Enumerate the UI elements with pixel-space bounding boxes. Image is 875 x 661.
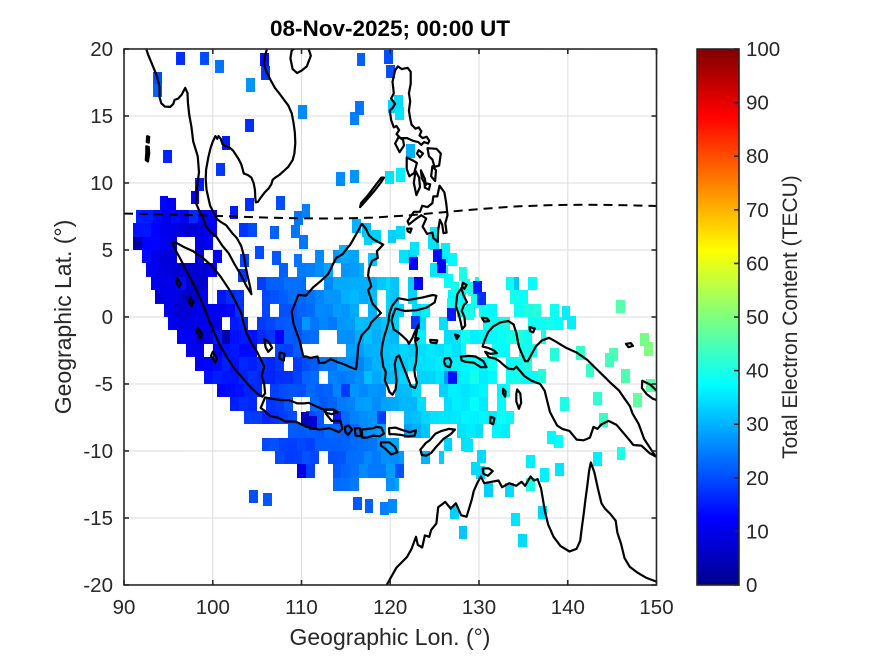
svg-text:70: 70 [746,199,769,222]
svg-text:-10: -10 [83,440,113,463]
svg-text:130: 130 [462,596,496,619]
svg-text:-5: -5 [95,373,113,396]
svg-text:120: 120 [373,596,407,619]
svg-text:10: 10 [746,520,769,543]
svg-text:90: 90 [746,92,769,115]
svg-text:Total Electron Content (TECU): Total Electron Content (TECU) [779,175,802,459]
svg-text:110: 110 [285,596,318,619]
svg-text:90: 90 [113,596,136,619]
svg-text:0: 0 [746,574,757,597]
svg-text:20: 20 [90,38,113,61]
svg-text:100: 100 [746,38,780,61]
svg-text:08-Nov-2025; 00:00 UT: 08-Nov-2025; 00:00 UT [270,16,510,41]
svg-text:10: 10 [90,172,113,195]
svg-text:60: 60 [746,252,769,275]
svg-text:-15: -15 [83,507,113,530]
svg-text:80: 80 [746,145,769,168]
svg-text:150: 150 [639,596,673,619]
svg-text:30: 30 [746,413,769,436]
svg-text:140: 140 [551,596,585,619]
svg-text:50: 50 [746,306,769,329]
svg-text:15: 15 [90,105,113,128]
svg-text:40: 40 [746,360,769,383]
svg-text:0: 0 [102,306,113,329]
svg-text:-20: -20 [83,574,113,597]
svg-text:Geographic Lon. (°): Geographic Lon. (°) [289,624,490,650]
svg-text:100: 100 [196,596,230,619]
svg-text:Geographic Lat. (°): Geographic Lat. (°) [50,220,76,415]
svg-text:20: 20 [746,467,769,490]
svg-text:5: 5 [102,239,113,262]
